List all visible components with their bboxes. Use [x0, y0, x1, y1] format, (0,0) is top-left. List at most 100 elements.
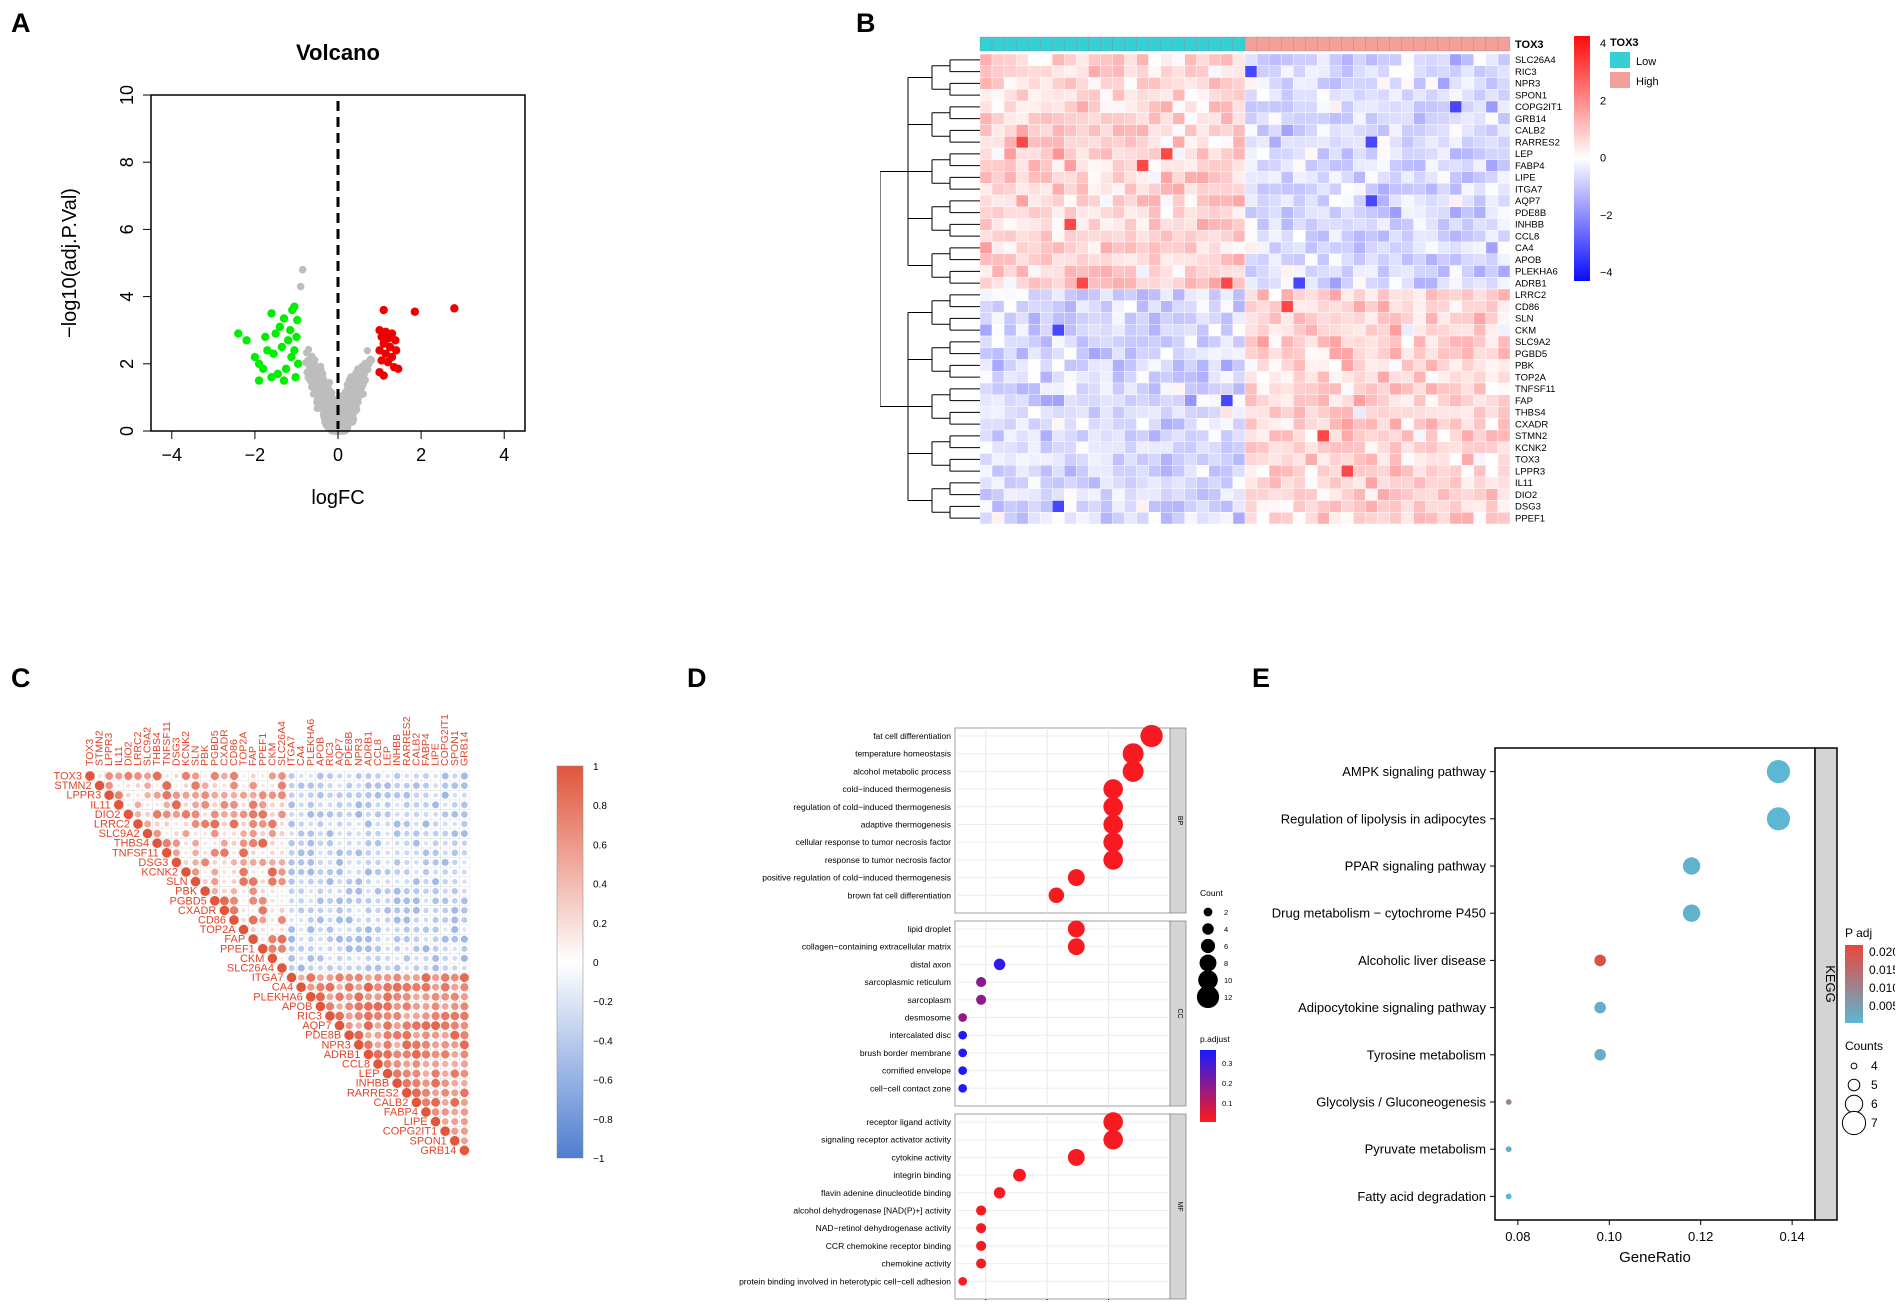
heatmap-cell	[1305, 512, 1318, 525]
x-tick-label: 2	[416, 445, 426, 465]
heatmap-cell	[1160, 300, 1173, 313]
heatmap-cell	[1280, 241, 1294, 254]
correlation-circle	[248, 915, 258, 925]
correlation-circle	[432, 1041, 440, 1049]
heatmap-cell	[1389, 77, 1402, 90]
heatmap-cell	[1461, 406, 1475, 419]
heatmap-cell	[1292, 112, 1306, 125]
correlation-circle	[248, 934, 258, 944]
heatmap-cell	[1232, 171, 1246, 184]
heatmap-cell	[1052, 465, 1065, 478]
heatmap-cell	[1292, 371, 1306, 384]
heatmap-cell	[1015, 335, 1029, 348]
heatmap-cell	[1292, 89, 1306, 102]
correlation-circle	[364, 1040, 373, 1050]
heatmap-cell	[1461, 65, 1475, 78]
heatmap-cell	[1329, 359, 1342, 372]
annotation-cell	[1256, 36, 1270, 52]
heatmap-cell	[1148, 77, 1161, 90]
heatmap-cell	[1040, 100, 1053, 113]
heatmap-cell	[1088, 500, 1101, 513]
heatmap-cell	[1064, 100, 1077, 113]
heatmap-cell	[1485, 124, 1499, 137]
heatmap-cell	[1027, 300, 1041, 313]
heatmap-cell	[1437, 112, 1450, 125]
heatmap-cell	[1160, 194, 1173, 207]
heatmap-cell	[1377, 171, 1390, 184]
heatmap-cell	[1244, 488, 1258, 501]
heatmap-cell	[1015, 429, 1029, 442]
correlation-circle	[346, 830, 352, 837]
correlation-circle	[277, 915, 287, 925]
heatmap-cell	[1353, 512, 1366, 525]
heatmap-cell	[1100, 253, 1113, 266]
correlation-circle	[422, 945, 430, 953]
heatmap-cell	[1100, 218, 1113, 231]
heatmap-cell	[1449, 500, 1463, 513]
heatmap-cell	[1196, 241, 1210, 254]
heatmap-cell	[1064, 53, 1077, 66]
heatmap-cell	[1220, 394, 1234, 407]
heatmap-cell	[1052, 429, 1065, 442]
heatmap-cell	[1100, 312, 1113, 325]
heatmap-cell	[1100, 406, 1113, 419]
correlation-circle	[258, 896, 267, 905]
heatmap-cell	[1256, 288, 1270, 301]
heatmap-cell	[1244, 394, 1258, 407]
correlation-circle	[162, 839, 171, 848]
correlation-circle	[336, 897, 344, 905]
heatmap-cell	[1232, 429, 1246, 442]
annotation-cell	[1088, 36, 1101, 52]
heatmap-cell	[1088, 124, 1101, 137]
correlation-circle	[316, 983, 325, 992]
correlation-circle	[211, 791, 219, 799]
heatmap-cell	[1401, 65, 1414, 78]
heatmap-cell	[1112, 241, 1125, 254]
heatmap-cell	[1015, 53, 1029, 66]
legend-swatch	[1610, 52, 1630, 68]
heatmap-cell	[1425, 429, 1438, 442]
correlation-circle	[442, 782, 449, 789]
heatmap-cell	[1413, 453, 1426, 466]
heatmap-cell	[1425, 53, 1438, 66]
heatmap-cell	[1232, 488, 1246, 501]
heatmap-cell	[1401, 253, 1414, 266]
heatmap-cell	[1305, 241, 1318, 254]
ns-point	[296, 282, 305, 291]
heatmap-cell	[1076, 288, 1089, 301]
heatmap-cell	[1449, 429, 1463, 442]
ns-point	[315, 369, 323, 377]
correlation-circle	[404, 850, 410, 856]
heatmap-cell	[1015, 241, 1029, 254]
heatmap-cell	[1473, 512, 1487, 525]
heatmap-cell	[1341, 418, 1354, 431]
heatmap-cell	[1015, 147, 1029, 160]
heatmap-cell	[1353, 230, 1366, 243]
heatmap-cell	[1425, 359, 1438, 372]
heatmap-cell	[1100, 418, 1113, 431]
correlation-circle	[211, 868, 219, 876]
correlation-circle	[394, 869, 401, 875]
heatmap-cell	[1413, 112, 1426, 125]
heatmap-cell	[1172, 418, 1185, 431]
correlation-circle	[326, 993, 334, 1001]
correlation-circle	[335, 992, 344, 1002]
heatmap-cell	[1485, 500, 1499, 513]
heatmap-cell	[1232, 241, 1246, 254]
correlation-circle	[317, 965, 324, 971]
heatmap-cell	[1425, 253, 1438, 266]
heatmap-cell	[1449, 335, 1463, 348]
correlation-circle	[346, 897, 353, 904]
correlation-circle	[375, 936, 381, 942]
heatmap-cell	[1377, 277, 1390, 290]
heatmap-cell	[1100, 65, 1113, 78]
correlation-circle	[143, 772, 152, 780]
heatmap-cell	[1220, 382, 1234, 395]
heatmap-cell	[1124, 206, 1137, 219]
heatmap-cell	[1292, 429, 1306, 442]
heatmap-cell	[1136, 136, 1149, 149]
correlation-circle	[337, 927, 342, 932]
heatmap-cell	[1341, 429, 1354, 442]
correlation-circle	[404, 965, 410, 971]
correlation-circle	[402, 992, 411, 1001]
